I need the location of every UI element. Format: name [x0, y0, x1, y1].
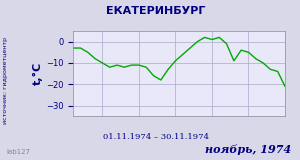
Text: ЕКАТЕРИНБУРГ: ЕКАТЕРИНБУРГ — [106, 6, 206, 16]
Text: источник: гидрометцентр: источник: гидрометцентр — [3, 36, 8, 124]
Text: 01.11.1974 – 30.11.1974: 01.11.1974 – 30.11.1974 — [103, 133, 209, 141]
Text: ноябрь, 1974: ноябрь, 1974 — [205, 144, 291, 155]
Y-axis label: t,°C: t,°C — [33, 62, 43, 85]
Text: lab127: lab127 — [6, 149, 30, 155]
